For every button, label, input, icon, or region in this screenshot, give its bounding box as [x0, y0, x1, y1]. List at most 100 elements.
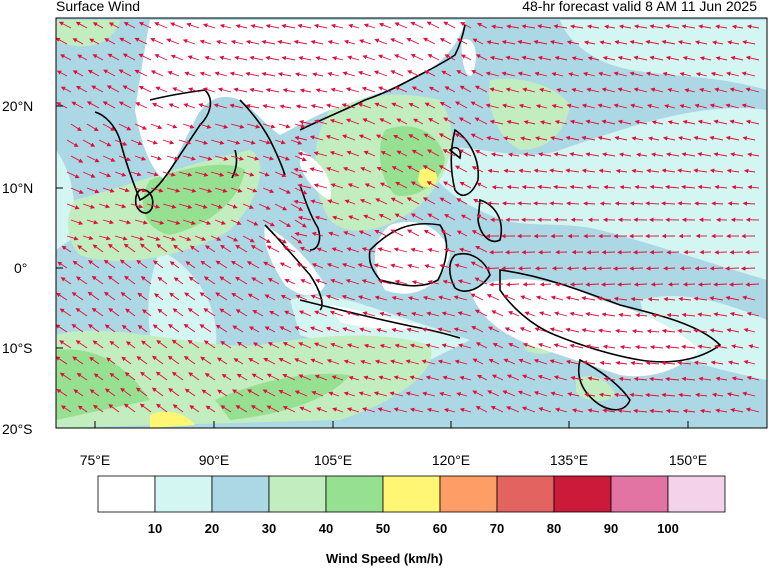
wind-arrow [602, 152, 616, 157]
wind-arrow [234, 55, 248, 61]
wind-arrow [474, 117, 488, 125]
wind-arrow [130, 139, 143, 146]
wind-arrow [617, 55, 632, 61]
wind-arrow [60, 277, 72, 285]
wind-arrow [309, 326, 324, 333]
wind-arrow [91, 275, 104, 285]
wind-arrow [631, 136, 644, 141]
wind-arrow [66, 139, 79, 147]
wind-speed-field [56, 18, 767, 428]
wind-arrow [613, 103, 628, 109]
wind-arrow [667, 120, 680, 125]
wind-arrow [476, 182, 488, 189]
wind-arrow [748, 344, 760, 349]
wind-arrow [248, 326, 260, 333]
wind-arrow [363, 343, 376, 349]
wind-arrow [532, 201, 548, 206]
wind-arrow [267, 278, 280, 285]
wind-arrow [715, 24, 728, 29]
wind-arrow [376, 166, 388, 173]
wind-arrow [151, 102, 164, 109]
wind-arrow [470, 133, 484, 141]
wind-arrow [678, 392, 692, 398]
wind-arrow [503, 168, 516, 174]
wind-arrow [75, 21, 88, 29]
wind-arrow [583, 40, 596, 45]
wind-arrow [166, 219, 181, 225]
wind-arrow [424, 264, 436, 269]
wind-arrow [585, 282, 600, 287]
wind-arrow [485, 103, 500, 109]
wind-arrow [178, 203, 193, 209]
wind-arrow [726, 168, 740, 174]
wind-arrow [615, 360, 628, 366]
wind-arrow [229, 103, 244, 109]
wind-arrow [742, 391, 756, 397]
wind-arrow [426, 21, 440, 29]
wind-arrow [487, 168, 500, 174]
wind-arrow [455, 165, 468, 173]
wind-arrow [553, 152, 568, 157]
wind-arrow [410, 21, 424, 29]
wind-arrow [316, 247, 328, 253]
wind-arrow [661, 39, 676, 45]
wind-arrow [56, 388, 68, 397]
wind-arrow [262, 123, 276, 129]
wind-arrow [82, 203, 96, 209]
wind-arrow [631, 168, 644, 174]
wind-arrow [154, 22, 168, 29]
wind-arrow [162, 171, 176, 177]
wind-arrow [66, 235, 79, 241]
wind-arrow [439, 197, 452, 205]
wind-arrow [730, 407, 744, 413]
wind-arrow [294, 155, 307, 162]
wind-arrow [183, 323, 196, 333]
wind-arrow [533, 358, 548, 365]
wind-arrow [348, 23, 360, 29]
wind-arrow [597, 296, 612, 301]
wind-arrow [522, 374, 536, 381]
wind-arrow [92, 404, 104, 413]
wind-arrow [645, 360, 660, 366]
wind-arrow [375, 134, 388, 141]
wind-arrow [729, 87, 744, 93]
wind-arrow [471, 230, 484, 237]
wind-arrow [522, 87, 536, 93]
wind-arrow [170, 54, 184, 61]
wind-arrow [261, 71, 276, 77]
wind-arrow [421, 327, 436, 333]
wind-arrow [649, 376, 664, 382]
wind-arrow [314, 310, 328, 317]
wind-arrow [313, 151, 328, 157]
wind-arrow [310, 199, 324, 205]
wind-arrow [266, 373, 280, 381]
wind-arrow [316, 407, 328, 413]
wind-arrow [693, 296, 708, 301]
wind-arrow [618, 152, 632, 157]
wind-arrow [374, 359, 388, 365]
wind-arrow [135, 102, 148, 109]
wind-arrow [742, 201, 756, 206]
wind-arrow [246, 187, 258, 193]
field-region-strong [215, 373, 350, 420]
wind-arrow [491, 24, 504, 29]
wind-arrow [634, 184, 648, 190]
wind-arrow [458, 117, 472, 125]
wind-arrow [635, 344, 648, 350]
wind-arrow [507, 311, 520, 317]
wind-arrow [713, 282, 728, 287]
wind-arrow [226, 139, 241, 145]
wind-arrow [170, 22, 184, 29]
wind-arrow [252, 342, 264, 349]
wind-arrow [425, 343, 440, 349]
wind-arrow [426, 311, 440, 317]
colorbar-tick-label: 40 [318, 521, 334, 536]
wind-arrow [154, 54, 168, 61]
wind-arrow [410, 54, 424, 61]
wind-arrow [166, 155, 180, 161]
wind-arrow [59, 308, 72, 317]
wind-arrow [278, 357, 292, 365]
wind-arrow [125, 308, 136, 317]
wind-arrow [694, 40, 708, 45]
wind-arrow [278, 155, 291, 161]
